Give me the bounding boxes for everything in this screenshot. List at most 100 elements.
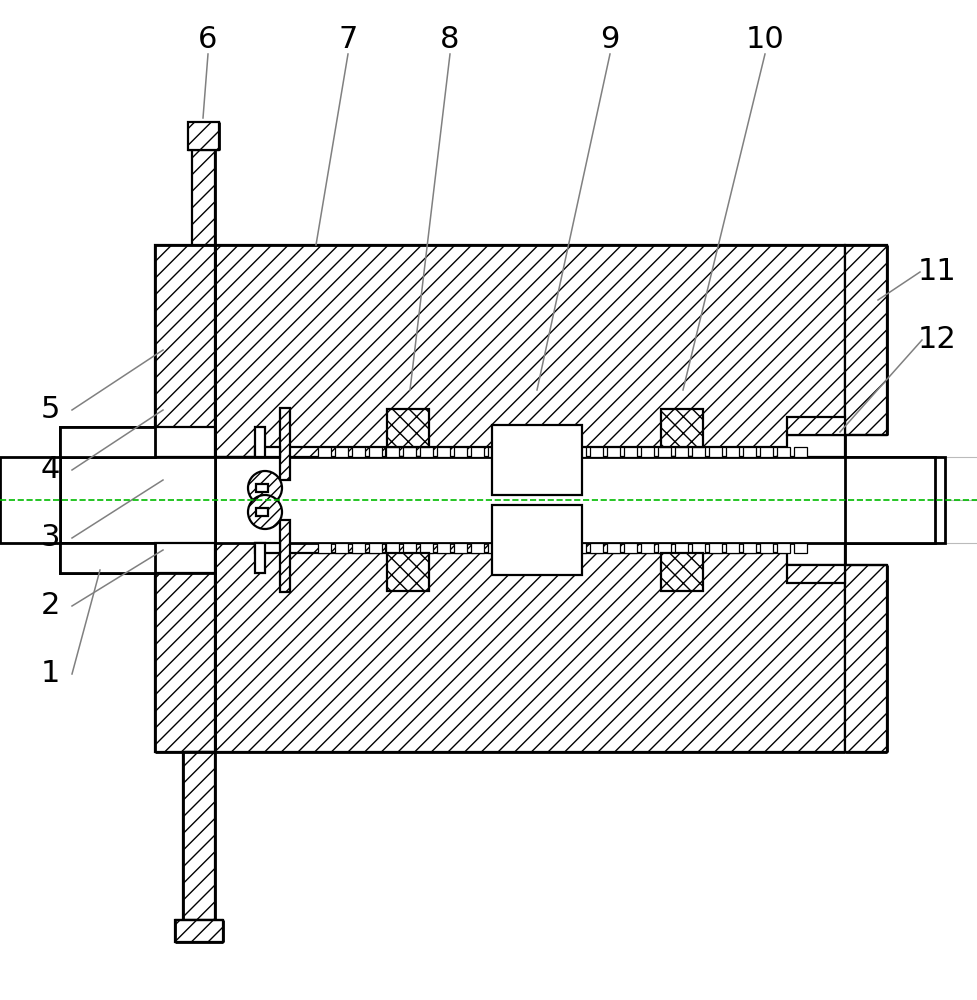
Bar — [726, 447, 739, 457]
Bar — [794, 447, 807, 457]
Bar — [256, 484, 268, 492]
Bar — [286, 447, 386, 457]
Circle shape — [248, 495, 282, 529]
Bar — [726, 543, 739, 553]
Text: 4: 4 — [40, 456, 60, 485]
Bar — [403, 543, 416, 553]
Bar — [692, 543, 705, 553]
Bar — [255, 543, 265, 573]
Bar — [386, 447, 399, 457]
Bar — [624, 447, 637, 457]
Bar — [335, 543, 348, 553]
Text: 8: 8 — [441, 25, 460, 54]
Bar — [661, 409, 703, 447]
Bar — [280, 520, 290, 592]
Bar — [573, 543, 586, 553]
Bar — [675, 447, 688, 457]
Bar — [155, 543, 215, 573]
Bar — [429, 447, 492, 457]
Bar — [471, 543, 484, 553]
Bar — [255, 427, 265, 457]
Bar — [777, 447, 790, 457]
Bar — [188, 122, 219, 150]
Bar — [624, 543, 637, 553]
Bar — [607, 543, 620, 553]
Bar — [155, 543, 215, 752]
Bar — [183, 752, 215, 920]
Bar — [787, 565, 845, 583]
Bar — [352, 543, 365, 553]
Bar — [369, 447, 382, 457]
Bar — [661, 553, 703, 591]
Bar — [215, 457, 945, 543]
Bar — [488, 447, 501, 457]
Bar — [658, 543, 671, 553]
Text: 3: 3 — [40, 524, 60, 552]
Bar — [760, 447, 773, 457]
Bar — [590, 543, 603, 553]
Bar — [403, 447, 416, 457]
Bar — [505, 447, 518, 457]
Bar — [492, 425, 582, 495]
Bar — [692, 447, 705, 457]
Bar — [255, 543, 280, 553]
Bar — [420, 447, 433, 457]
Bar — [787, 435, 845, 457]
Bar — [255, 447, 280, 457]
Bar — [573, 447, 586, 457]
Bar — [387, 553, 429, 591]
Text: 11: 11 — [917, 257, 956, 286]
Bar — [335, 447, 348, 457]
Bar — [582, 542, 661, 553]
Bar — [155, 245, 215, 457]
Bar — [386, 543, 399, 553]
Bar — [658, 447, 671, 457]
Bar — [286, 542, 386, 553]
Text: 1: 1 — [40, 660, 60, 688]
Bar — [454, 543, 467, 553]
Bar — [280, 408, 290, 480]
Bar — [787, 417, 845, 435]
Bar — [437, 447, 450, 457]
Bar — [60, 457, 215, 543]
Bar — [437, 543, 450, 553]
Text: 9: 9 — [600, 25, 619, 54]
Bar — [505, 543, 518, 553]
Bar — [60, 427, 215, 573]
Bar — [454, 447, 467, 457]
Bar — [556, 543, 569, 553]
Bar — [387, 409, 429, 447]
Bar — [590, 447, 603, 457]
Bar — [471, 447, 484, 457]
Bar — [607, 447, 620, 457]
Bar — [777, 543, 790, 553]
Text: 6: 6 — [198, 25, 218, 54]
Polygon shape — [60, 427, 155, 457]
Bar — [420, 543, 433, 553]
Bar — [703, 447, 786, 457]
Bar — [787, 543, 845, 565]
Bar — [760, 543, 773, 553]
Bar — [845, 245, 887, 435]
Bar — [318, 543, 331, 553]
Bar — [488, 543, 501, 553]
Bar — [256, 508, 268, 516]
Bar — [492, 505, 582, 575]
Bar — [582, 447, 661, 457]
Bar — [845, 565, 887, 752]
Bar — [641, 543, 654, 553]
Bar — [155, 427, 215, 457]
Bar — [703, 542, 786, 553]
Bar — [641, 447, 654, 457]
Bar — [318, 447, 331, 457]
Bar — [352, 447, 365, 457]
Bar — [522, 543, 535, 553]
Text: 12: 12 — [917, 326, 956, 355]
Bar — [539, 447, 552, 457]
Bar — [709, 543, 722, 553]
Bar — [743, 447, 756, 457]
Text: 10: 10 — [745, 25, 785, 54]
Text: 2: 2 — [40, 591, 60, 620]
Bar — [192, 150, 215, 245]
Bar — [175, 920, 223, 942]
